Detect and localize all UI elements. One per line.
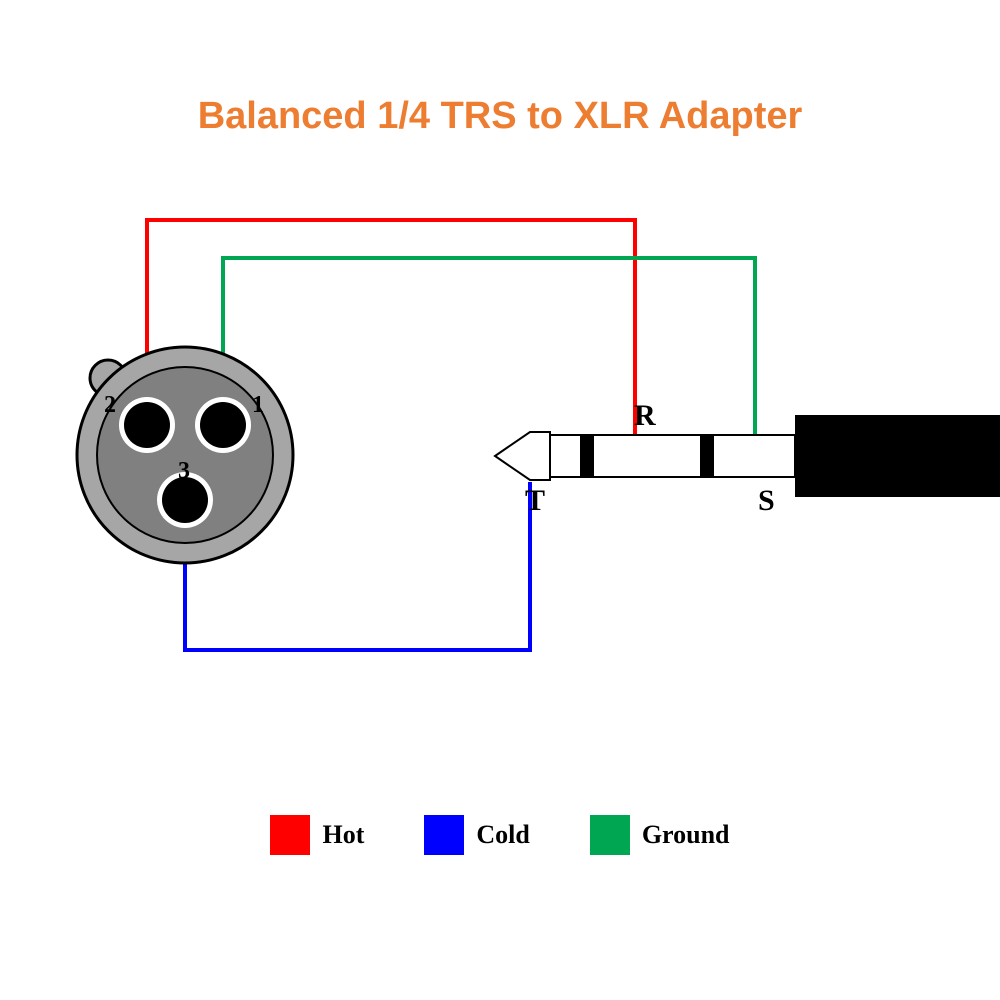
trs-connector: T R S [495, 399, 1000, 517]
trs-ring-band-2 [700, 435, 714, 477]
legend-swatch-cold [424, 815, 464, 855]
trs-tip [495, 432, 550, 480]
legend-swatch-hot [270, 815, 310, 855]
legend-label-cold: Cold [476, 820, 529, 850]
legend-item-hot: Hot [270, 815, 364, 855]
legend-item-ground: Ground [590, 815, 730, 855]
trs-sleeve-label: S [758, 484, 775, 517]
xlr-pin-1 [195, 397, 251, 453]
wire-ground [223, 258, 755, 435]
xlr-pin-3-label: 3 [178, 458, 190, 484]
legend-swatch-ground [590, 815, 630, 855]
legend-item-cold: Cold [424, 815, 529, 855]
trs-ring-band-1 [580, 435, 594, 477]
xlr-pin-1-label: 1 [252, 392, 264, 418]
xlr-connector: 1 2 3 [77, 347, 293, 563]
xlr-pin-2 [119, 397, 175, 453]
trs-ring-label: R [634, 399, 656, 432]
trs-tip-label: T [525, 484, 545, 517]
legend-label-ground: Ground [642, 820, 730, 850]
legend: Hot Cold Ground [0, 815, 1000, 855]
legend-label-hot: Hot [322, 820, 364, 850]
trs-body [795, 415, 1000, 497]
xlr-pin-2-label: 2 [104, 392, 116, 418]
